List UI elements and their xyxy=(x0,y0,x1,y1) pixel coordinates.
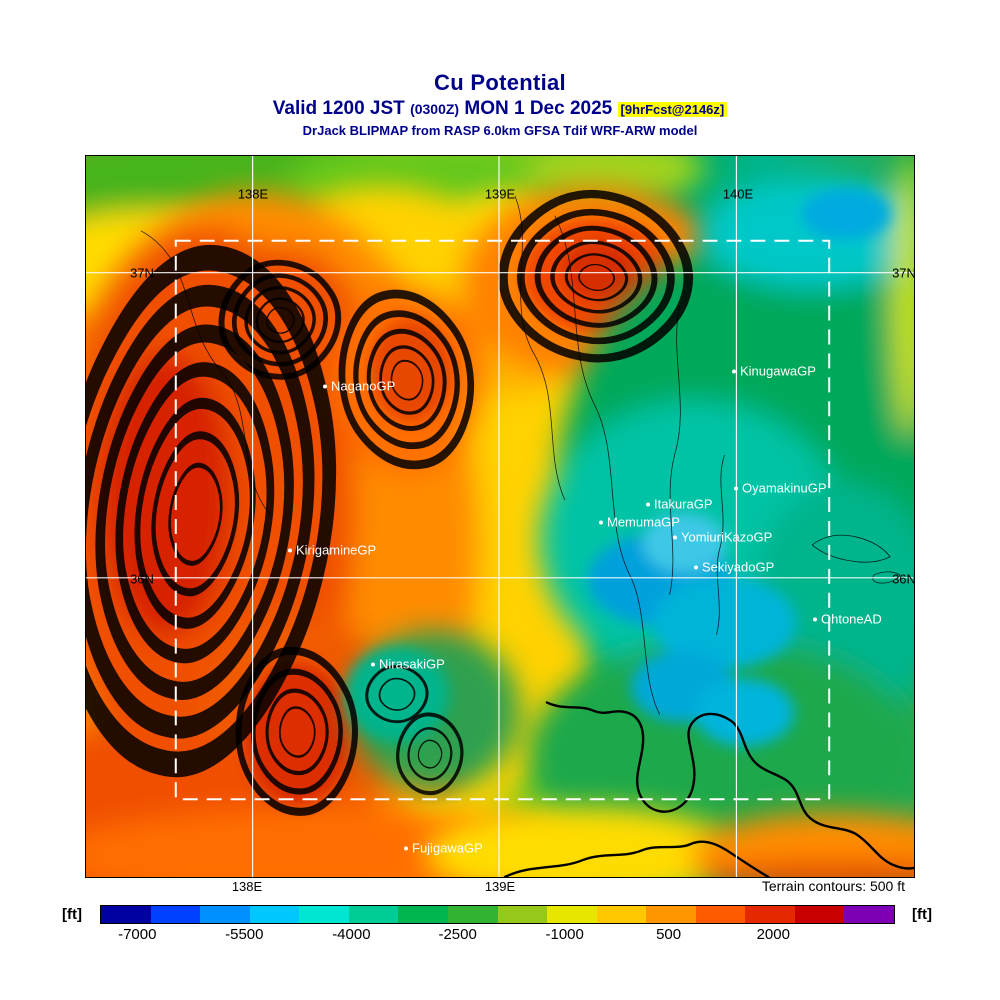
valid-zulu: (0300Z) xyxy=(410,101,460,117)
colorbar-segment-4 xyxy=(299,906,349,923)
colorbar-tick--4000: -4000 xyxy=(332,926,371,943)
colorbar-segment-13 xyxy=(745,906,795,923)
colorbar-tick--5500: -5500 xyxy=(225,926,264,943)
map-canvas: 138E 139E 140E 37N 37N 36N 36N NaganoGP Kirigam… xyxy=(85,155,916,878)
contour-field xyxy=(86,156,914,877)
valid-time: Valid 1200 JST xyxy=(272,98,405,119)
colorbar-segment-14 xyxy=(794,906,845,923)
valid-line: Valid 1200 JST (0300Z) MON 1 Dec 2025 [9… xyxy=(0,98,1000,120)
colorbar-segment-10 xyxy=(596,906,647,923)
map-bottom-labels: Terrain contours: 500 ft 138E 139E xyxy=(0,878,1000,895)
colorbar-segment-12 xyxy=(695,906,746,923)
colorbar-tick--2500: -2500 xyxy=(438,926,477,943)
domain-dashed-rect xyxy=(174,239,831,801)
colorbar-segment-7 xyxy=(447,906,498,923)
contour-lines xyxy=(86,183,901,816)
coastline-path xyxy=(545,701,914,870)
colorbar-segment-2 xyxy=(200,906,250,923)
model-line: DrJack BLIPMAP from RASP 6.0km GFSA Tdif… xyxy=(302,123,698,138)
colorbar-unit-right: [ft] xyxy=(912,906,932,923)
colorbar-segment-11 xyxy=(646,906,696,923)
colorbar-ticks: -7000 -5500 -4000 -2500 -1000 500 2000 xyxy=(100,926,893,944)
colorbar-segment-3 xyxy=(249,906,300,923)
lon-label-bottom-139E: 139E xyxy=(484,879,516,894)
colorbar-segment-1 xyxy=(150,906,201,923)
colorbar-unit-left: [ft] xyxy=(62,906,82,923)
header: Cu Potential Valid 1200 JST (0300Z) MON … xyxy=(0,70,1000,138)
page-title: Cu Potential xyxy=(434,70,566,95)
colorbar xyxy=(100,905,895,924)
colorbar-segment-6 xyxy=(398,906,448,923)
colorbar-tick--1000: -1000 xyxy=(545,926,584,943)
terrain-contours-note: Terrain contours: 500 ft xyxy=(761,878,905,894)
colorbar-segment-0 xyxy=(101,906,151,923)
colorbar-tick-2000: 2000 xyxy=(756,926,790,943)
colorbar-segment-8 xyxy=(497,906,548,923)
lon-label-bottom-138E: 138E xyxy=(231,879,263,894)
latlon-grid xyxy=(86,156,914,877)
colorbar-segment-15 xyxy=(844,906,894,923)
coastline-south-path xyxy=(503,840,770,877)
forecast-age-tag: [9hrFcst@2146z] xyxy=(617,102,728,117)
valid-date: MON 1 Dec 2025 xyxy=(464,98,613,119)
colorbar-tick--7000: -7000 xyxy=(118,926,157,943)
colorbar-segment-5 xyxy=(348,906,399,923)
colorbar-segment-9 xyxy=(547,906,597,923)
colorbar-tick-500: 500 xyxy=(656,926,682,943)
